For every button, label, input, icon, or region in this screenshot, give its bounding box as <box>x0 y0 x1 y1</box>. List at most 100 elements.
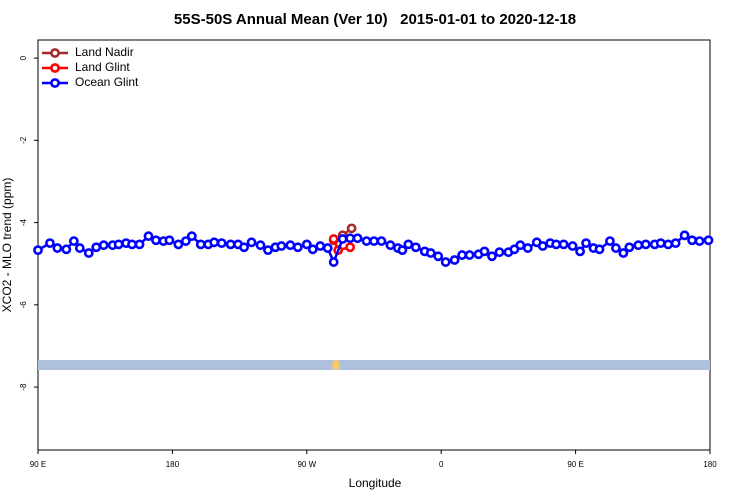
point <box>663 239 674 250</box>
point <box>216 238 227 249</box>
point <box>611 243 621 253</box>
point <box>246 237 257 248</box>
point <box>276 241 287 251</box>
x-tick-label: 0 <box>439 460 444 469</box>
point <box>345 242 356 253</box>
point <box>315 241 326 251</box>
x-tick-label: 90 E <box>567 460 583 469</box>
point <box>605 236 615 246</box>
point <box>425 248 436 258</box>
point <box>581 238 591 249</box>
point <box>655 238 666 249</box>
point <box>61 244 72 255</box>
x-tick-label: 180 <box>703 460 717 469</box>
legend-label: Ocean Glint <box>75 75 139 89</box>
point <box>567 241 578 251</box>
legend-marker <box>50 78 60 88</box>
point <box>337 234 348 244</box>
point <box>440 257 451 267</box>
point <box>45 238 55 249</box>
y-tick-label: -4 <box>19 218 28 226</box>
point <box>173 239 184 250</box>
point <box>134 239 145 250</box>
x-axis-label: Longitude <box>349 476 402 490</box>
point <box>328 257 339 267</box>
point <box>575 246 585 257</box>
point <box>522 243 533 253</box>
point <box>385 240 396 251</box>
legend-label: Land Glint <box>75 60 130 74</box>
point <box>633 240 644 251</box>
legend-label: Land Nadir <box>75 45 134 59</box>
y-tick-label: -2 <box>19 136 28 144</box>
point <box>515 240 526 251</box>
point <box>83 248 94 258</box>
point <box>640 239 651 250</box>
point <box>361 236 372 246</box>
point <box>376 236 387 246</box>
point <box>618 248 629 258</box>
plot-frame <box>37 39 711 451</box>
point <box>369 236 379 246</box>
point <box>433 251 444 262</box>
point <box>322 243 333 253</box>
x-tick-label: 90 E <box>30 460 46 469</box>
y-axis-label: XCO2 - MLO trend (ppm) <box>0 178 14 313</box>
point <box>239 242 249 253</box>
point <box>263 245 273 256</box>
legend-marker <box>50 63 60 73</box>
point <box>694 236 705 246</box>
point <box>397 245 408 256</box>
point <box>180 236 191 246</box>
point <box>164 235 175 246</box>
point <box>687 235 697 246</box>
point <box>352 233 363 244</box>
point <box>209 237 220 248</box>
point <box>594 244 605 255</box>
point <box>255 240 266 251</box>
point <box>307 244 318 255</box>
point <box>68 236 79 246</box>
y-tick-label: -6 <box>19 301 28 309</box>
point <box>679 230 690 241</box>
point <box>346 223 357 234</box>
point <box>558 239 569 250</box>
land-patch <box>332 360 340 370</box>
point <box>143 231 154 242</box>
point <box>33 245 43 256</box>
point <box>285 240 296 251</box>
x-tick-label: 90 W <box>297 460 316 469</box>
point <box>98 240 109 251</box>
point <box>52 243 63 253</box>
point <box>537 241 548 251</box>
point <box>151 235 161 246</box>
chart-title: 55S-50S Annual Mean (Ver 10) 2015-01-01 … <box>174 11 576 28</box>
point <box>449 255 460 265</box>
point <box>127 239 137 250</box>
x-tick-label: 180 <box>166 460 180 469</box>
point <box>494 247 505 258</box>
point <box>457 250 468 260</box>
point <box>301 239 312 250</box>
point <box>186 231 197 242</box>
point <box>74 243 85 253</box>
point <box>292 242 303 253</box>
point <box>479 246 490 257</box>
point <box>195 239 206 250</box>
point <box>551 239 562 250</box>
point <box>487 251 497 262</box>
point <box>328 234 339 244</box>
point <box>703 235 714 246</box>
y-tick-label: -8 <box>19 383 28 391</box>
y-tick-label: 0 <box>19 55 28 60</box>
surface-band <box>38 360 710 370</box>
point <box>410 242 421 253</box>
point <box>403 239 414 250</box>
point <box>670 238 681 249</box>
point <box>624 242 635 253</box>
point <box>464 250 475 260</box>
legend-marker <box>50 48 60 58</box>
point <box>113 239 124 250</box>
point <box>91 242 102 253</box>
